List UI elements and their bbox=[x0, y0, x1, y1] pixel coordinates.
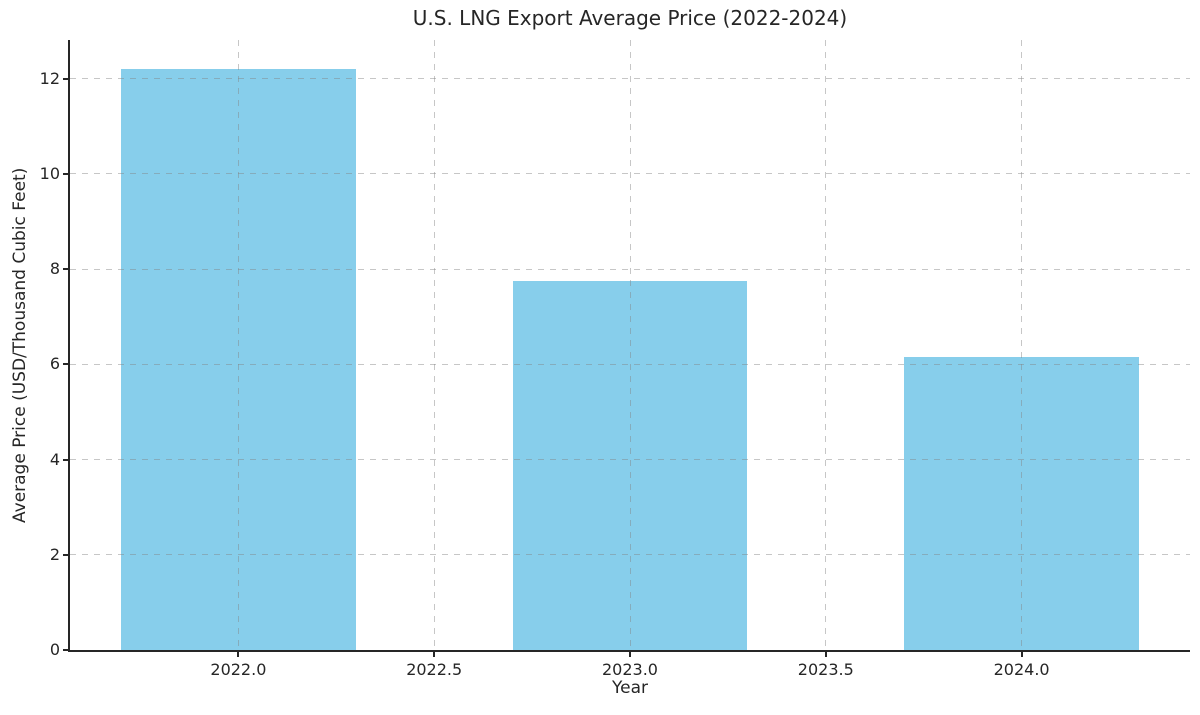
chart-title: U.S. LNG Export Average Price (2022-2024… bbox=[412, 6, 848, 30]
y-tick-mark bbox=[63, 649, 70, 651]
bar-2024 bbox=[904, 357, 1140, 650]
x-tick-mark bbox=[237, 650, 240, 657]
y-tick-label: 4 bbox=[49, 449, 60, 469]
gridline-y-12 bbox=[70, 78, 1190, 80]
y-tick-label: 8 bbox=[49, 259, 60, 279]
x-tick-mark bbox=[1020, 650, 1023, 657]
y-tick-mark bbox=[63, 363, 70, 366]
x-tick-label: 2022.5 bbox=[406, 660, 463, 679]
x-tick-mark bbox=[629, 650, 631, 657]
gridline-y-8 bbox=[70, 268, 1190, 270]
y-tick-label: 0 bbox=[49, 640, 60, 659]
gridline-x-2023.5 bbox=[825, 40, 827, 650]
y-tick-label: 10 bbox=[39, 163, 60, 183]
x-tick-label: 2023.0 bbox=[602, 660, 658, 679]
gridline-y-4 bbox=[70, 459, 1190, 461]
gridline-x-2023 bbox=[629, 40, 631, 650]
x-tick-label: 2024.0 bbox=[993, 660, 1050, 679]
y-tick-label: 2 bbox=[49, 544, 60, 564]
y-tick-mark bbox=[63, 458, 70, 461]
y-tick-label: 6 bbox=[49, 354, 60, 374]
x-tick-label: 2023.5 bbox=[797, 660, 854, 679]
x-tick-mark bbox=[824, 650, 827, 657]
gridline-y-10 bbox=[70, 173, 1190, 175]
y-tick-mark bbox=[63, 268, 70, 271]
y-tick-mark bbox=[63, 553, 70, 556]
bar-2023 bbox=[512, 280, 748, 650]
plot-area bbox=[68, 40, 1190, 652]
x-tick-mark bbox=[433, 650, 436, 657]
y-tick-mark bbox=[63, 77, 70, 80]
y-tick-mark bbox=[63, 172, 70, 175]
bar-2022 bbox=[120, 69, 356, 650]
gridline-x-2022 bbox=[237, 40, 239, 650]
gridline-x-2024 bbox=[1021, 40, 1023, 650]
gridline-y-2 bbox=[70, 554, 1190, 556]
gridline-x-2022.5 bbox=[433, 40, 435, 650]
y-tick-label: 12 bbox=[39, 68, 60, 88]
gridline-y-6 bbox=[70, 363, 1190, 365]
x-tick-label: 2022.0 bbox=[210, 660, 267, 679]
x-axis-label: Year bbox=[612, 678, 648, 698]
